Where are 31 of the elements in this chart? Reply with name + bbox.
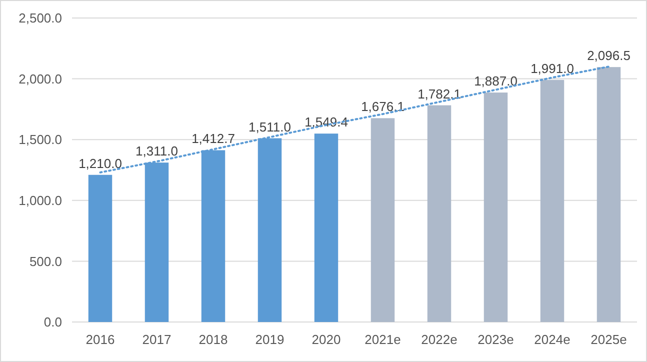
x-tick-label: 2022e [421,332,458,347]
data-label: 1,311.0 [136,144,178,159]
y-tick-label: 500.0 [29,254,62,269]
y-tick-label: 2,500.0 [18,10,62,26]
bar [314,134,338,322]
data-label: 1,210.0 [78,156,122,171]
data-label: 1,412.7 [192,131,235,146]
data-label: 1,676.1 [361,99,404,114]
x-tick-label: 2017 [142,332,172,347]
bar [370,118,395,322]
y-tick-label: 2,000.0 [18,71,62,86]
x-tick-label: 2016 [86,332,115,347]
data-label: 1,511.0 [248,119,291,134]
bar [540,80,564,322]
x-tick-label: 2023e [478,332,514,347]
x-tick-label: 2020 [312,332,341,347]
data-label: 1,782.1 [418,86,461,102]
y-tick-label: 1,500.0 [18,132,62,148]
bar [484,92,508,322]
x-tick-label: 2024e [534,332,570,347]
data-label: 1,887.0 [474,74,518,89]
x-tick-label: 2025e [590,332,627,347]
x-tick-label: 2018 [198,332,228,347]
bar [596,67,621,322]
data-label: 2,096.5 [587,48,630,64]
y-tick-label: 1,000.0 [18,192,62,208]
x-tick-label: 2021e [364,332,401,347]
x-tick-label: 2019 [255,332,284,347]
bar [427,105,452,322]
y-tick-label: 0.0 [44,314,62,330]
data-label: 1,991.0 [530,60,574,76]
